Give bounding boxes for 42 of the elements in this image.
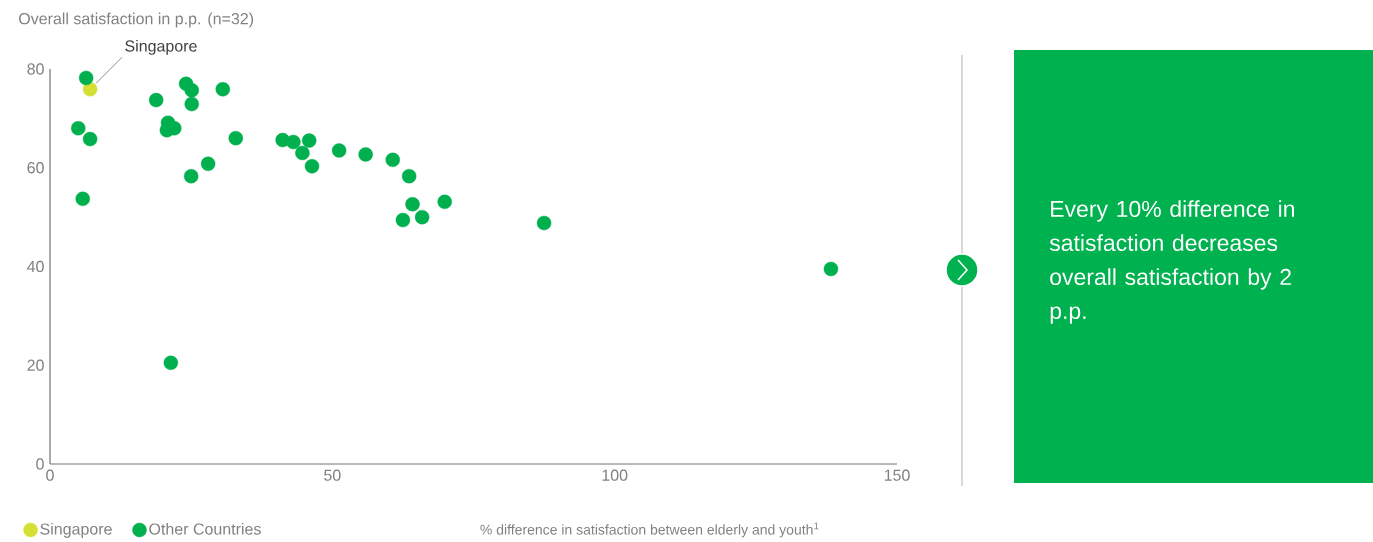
point: [82, 82, 98, 97]
point: [184, 83, 199, 98]
x-tick-label: 150: [884, 469, 910, 481]
point: [414, 209, 430, 225]
x-tick-label: 0: [46, 469, 54, 481]
x-axis-title: % difference in satisfaction between elderly and youth$^{1}$: [480, 522, 819, 538]
y-tick-label: 40: [27, 260, 44, 273]
y-tick-label: 60: [27, 162, 44, 174]
point: [823, 261, 839, 277]
point: [395, 212, 411, 228]
point: [82, 131, 98, 147]
point: [304, 159, 320, 174]
point: [75, 191, 90, 207]
point: [148, 92, 164, 108]
point: [331, 143, 347, 158]
point: [71, 121, 86, 136]
point: [301, 133, 317, 148]
x-tick-label: 50: [324, 469, 341, 481]
x-tick-label: 100: [602, 469, 628, 481]
point: [401, 168, 417, 184]
point: [215, 82, 230, 97]
point: [286, 134, 301, 150]
y-tick-label: 20: [27, 359, 44, 371]
point: [163, 355, 179, 370]
point: [536, 215, 552, 231]
point: [200, 156, 216, 171]
y-axis-title: Overall satisfaction in p.p. (n=32): [19, 12, 254, 28]
y-tick-label: 0: [36, 458, 44, 470]
point: [78, 70, 94, 86]
point: [437, 194, 452, 210]
point: [228, 130, 243, 146]
point: [405, 197, 420, 212]
point: [184, 96, 199, 112]
legend-label: Other Countries: [149, 522, 261, 535]
annotation: Singapore: [125, 39, 197, 55]
y-tick-label: 80: [27, 63, 44, 75]
point: [358, 147, 373, 162]
text: Every 10% difference in satisfaction decreases overall satisfaction by 2 p.p.: [1049, 200, 1294, 324]
point: [295, 145, 310, 161]
legend-label: Singapore: [40, 522, 112, 538]
point: [385, 152, 400, 168]
point: [183, 168, 199, 184]
